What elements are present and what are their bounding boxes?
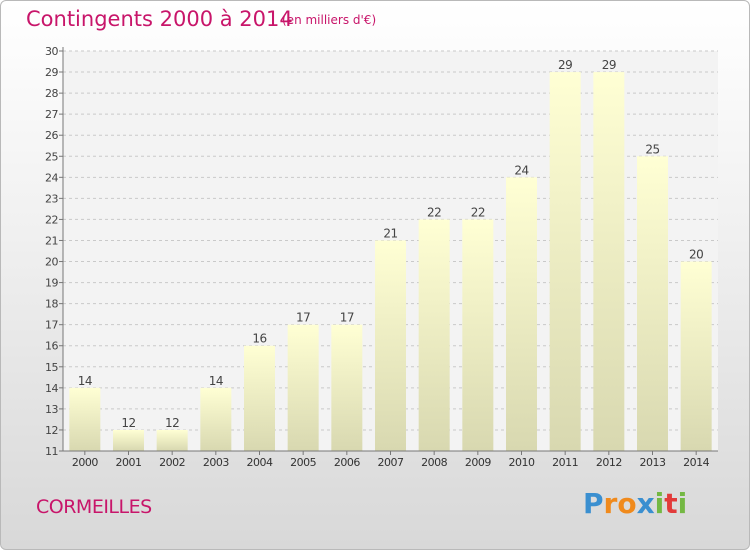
bar [418,219,450,451]
x-tick-label: 2007 [378,456,404,469]
x-tick-label: 2008 [421,456,447,469]
y-tick-label: 21 [45,234,58,247]
bar [244,345,275,451]
bar [549,72,581,451]
bar [287,324,319,451]
y-tick-label: 29 [45,66,58,79]
bar-value-label: 22 [471,205,485,219]
bar [680,261,712,451]
logo-letter: r [603,487,618,520]
logo-letter: t [664,487,678,520]
bar-value-label: 25 [645,142,659,156]
bar-value-label: 24 [514,163,528,177]
x-tick-label: 2014 [683,456,709,469]
x-tick-label: 2006 [334,456,360,469]
bar-value-label: 17 [340,311,354,325]
proxiti-logo[interactable]: Proxiti [583,487,687,520]
y-tick-label: 15 [45,361,58,374]
y-tick-label: 17 [45,319,58,332]
x-tick-label: 2009 [465,456,491,469]
bar [637,156,668,451]
bar-value-label: 16 [252,332,266,346]
bars: 14 12 12 14 16 17 17 21 22 22 24 29 29 25 20 [69,58,712,451]
logo-letter: x [636,487,655,520]
y-tick-label: 12 [45,424,58,437]
x-tick-label: 2010 [509,456,535,469]
y-tick-label: 18 [45,298,58,311]
y-tick-label: 27 [45,108,58,121]
x-tick-label: 2013 [640,456,666,469]
x-tick-label: 2003 [203,456,229,469]
city-name: CORMEILLES [36,496,152,518]
y-tick-label: 20 [45,256,58,269]
bar [200,387,232,451]
x-tick-label: 2001 [116,456,142,469]
chart-subtitle: (en milliers d'€) [282,13,377,27]
x-tick-label: 2011 [552,456,578,469]
bar-value-label: 12 [121,416,135,430]
y-tick-label: 26 [45,129,58,142]
logo-letter: o [617,487,637,520]
y-tick-label: 24 [45,171,58,184]
bar-value-label: 14 [209,374,223,388]
logo-letter: P [583,487,604,520]
y-tick-label: 23 [45,192,58,205]
bar [331,324,363,451]
bar-value-label: 12 [165,416,179,430]
x-tick-label: 2002 [159,456,185,469]
y-tick-label: 25 [45,150,58,163]
x-tick-label: 2000 [72,456,98,469]
bar-value-label: 20 [689,248,703,262]
x-tick-label: 2005 [290,456,316,469]
y-tick-label: 16 [45,340,58,353]
y-tick-label: 30 [45,45,58,58]
y-tick-label: 13 [45,403,58,416]
bar [593,72,625,451]
bar-value-label: 17 [296,311,310,325]
logo-letter: i [677,487,688,520]
bar [69,387,101,451]
logo-letter: i [654,487,665,520]
bar-value-label: 29 [558,58,572,72]
y-tick-label: 22 [45,213,58,226]
chart-title: Contingents 2000 à 2014 [26,7,293,31]
y-tick-label: 14 [45,382,58,395]
bar [462,219,494,451]
bar-value-label: 22 [427,205,441,219]
y-tick-label: 28 [45,87,58,100]
bar [506,177,537,451]
bar-value-label: 14 [78,374,92,388]
bar [113,429,144,451]
x-tick-label: 2012 [596,456,622,469]
y-tick-label: 11 [45,445,58,458]
bar-value-label: 21 [383,226,397,240]
x-tick-label: 2004 [247,456,273,469]
axes: 11 12 13 14 15 16 17 18 19 20 21 22 23 24 25 26 27 28 29 30… [45,45,718,469]
bar-value-label: 29 [602,58,616,72]
bar [375,240,406,451]
y-tick-label: 19 [45,277,58,290]
bar [156,429,188,451]
